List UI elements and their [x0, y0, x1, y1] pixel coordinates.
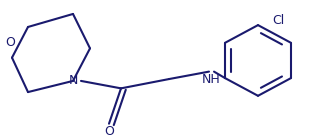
Text: N: N — [68, 74, 78, 87]
Text: NH: NH — [202, 73, 220, 85]
Text: O: O — [5, 36, 15, 49]
Text: O: O — [104, 125, 114, 137]
Text: Cl: Cl — [272, 14, 284, 27]
